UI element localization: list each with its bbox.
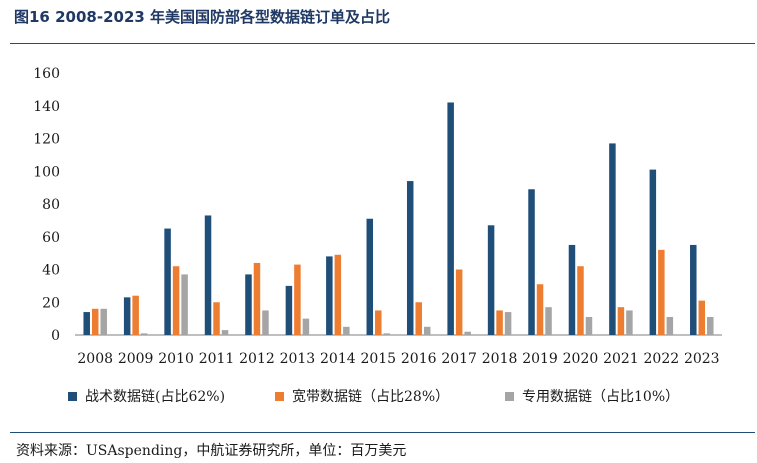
bar-series-1-2019: [528, 189, 535, 335]
y-tick-label: 100: [33, 164, 60, 180]
bar-series-2-2023: [698, 300, 706, 335]
legend-swatch: [68, 391, 77, 401]
x-tick-label: 2018: [482, 351, 518, 367]
bar-series-1-2015: [366, 218, 374, 335]
bottom-rule: [10, 432, 755, 433]
bar-series-3-2011: [221, 330, 229, 335]
bar-series-1-2014: [326, 256, 333, 335]
bar-series-1-2008: [83, 312, 90, 335]
y-tick-label: 80: [42, 197, 60, 213]
bar-series-2-2016: [415, 302, 422, 335]
legend-swatch: [275, 391, 284, 401]
x-tick-label: 2012: [239, 351, 275, 367]
bar-series-3-2015: [383, 333, 391, 335]
source-note: 资料来源：USAspending，中航证券研究所，单位：百万美元: [16, 443, 407, 459]
bar-series-1-2010: [164, 228, 171, 335]
x-tick-label: 2019: [522, 351, 558, 367]
bar-series-2-2019: [536, 284, 544, 335]
x-tick-label: 2021: [603, 351, 639, 367]
bar-series-2-2020: [577, 266, 584, 335]
x-tick-label: 2017: [441, 351, 477, 367]
legend-item-3: 专用数据链（占比10%）: [505, 386, 679, 406]
x-tick-label: 2008: [77, 351, 113, 367]
bar-series-3-2017: [464, 331, 471, 335]
x-tick-label: 2015: [360, 351, 396, 367]
bar-series-3-2009: [140, 333, 148, 335]
x-tick-label: 2011: [199, 351, 235, 367]
legend-label: 宽带数据链（占比28%）: [292, 389, 450, 405]
x-tick-label: 2023: [684, 351, 720, 367]
bar-series-3-2008: [100, 308, 107, 335]
chart-legend: 战术数据链(占比62%) 宽带数据链（占比28%） 专用数据链（占比10%）: [0, 386, 757, 410]
bar-series-3-2019: [545, 307, 552, 335]
bar-series-1-2020: [568, 244, 576, 335]
bar-series-2-2008: [91, 308, 99, 335]
bar-series-1-2011: [204, 215, 212, 335]
x-tick-label: 2016: [401, 351, 437, 367]
bar-series-3-2021: [626, 310, 633, 335]
bar-series-3-2020: [585, 316, 593, 335]
figure-title: 图16 2008-2023 年美国国防部各型数据链订单及占比: [14, 8, 391, 26]
bar-series-3-2010: [181, 274, 188, 335]
bar-series-1-2022: [649, 169, 657, 335]
bar-series-2-2021: [617, 307, 625, 335]
x-tick-label: 2022: [644, 351, 680, 367]
x-tick-label: 2014: [320, 351, 356, 367]
bar-series-2-2010: [172, 266, 180, 335]
bar-series-3-2023: [707, 316, 714, 335]
bar-series-1-2012: [245, 274, 252, 335]
legend-swatch: [505, 391, 514, 401]
legend-item-1: 战术数据链(占比62%): [68, 386, 225, 406]
y-tick-label: 60: [42, 230, 60, 246]
y-tick-label: 160: [33, 66, 60, 82]
legend-label: 专用数据链（占比10%）: [522, 389, 680, 405]
top-rule: [10, 43, 755, 44]
bar-series-3-2018: [504, 312, 512, 335]
y-tick-label: 0: [51, 328, 60, 344]
bar-series-2-2009: [132, 295, 139, 335]
bar-series-2-2012: [253, 262, 261, 335]
y-tick-label: 140: [33, 99, 60, 115]
bar-series-1-2016: [406, 181, 414, 335]
y-tick-label: 120: [33, 132, 60, 148]
bar-series-3-2014: [343, 326, 350, 335]
bar-series-2-2022: [658, 249, 665, 335]
y-tick-label: 40: [42, 263, 60, 279]
bar-series-2-2018: [496, 310, 503, 335]
bar-series-1-2013: [285, 285, 293, 336]
x-tick-label: 2010: [158, 351, 194, 367]
x-tick-label: 2013: [280, 351, 316, 367]
bar-series-2-2011: [213, 302, 220, 335]
bar-series-3-2022: [666, 316, 674, 335]
bar-series-1-2021: [609, 143, 616, 335]
bar-series-3-2016: [423, 326, 431, 335]
bar-series-2-2017: [455, 269, 463, 335]
bar-series-3-2013: [302, 318, 310, 336]
bar-series-1-2018: [487, 225, 495, 335]
bar-series-1-2023: [690, 244, 697, 335]
bar-series-1-2009: [123, 297, 131, 335]
x-tick-label: 2020: [563, 351, 599, 367]
bar-series-2-2015: [375, 310, 382, 335]
legend-label: 战术数据链(占比62%): [85, 389, 226, 405]
bar-series-3-2012: [262, 310, 269, 335]
bar-series-1-2017: [447, 102, 454, 335]
bar-series-2-2014: [334, 254, 342, 335]
x-tick-label: 2009: [118, 351, 154, 367]
y-tick-label: 20: [42, 295, 60, 311]
legend-item-2: 宽带数据链（占比28%）: [275, 386, 449, 406]
bar-series-2-2013: [294, 264, 301, 335]
